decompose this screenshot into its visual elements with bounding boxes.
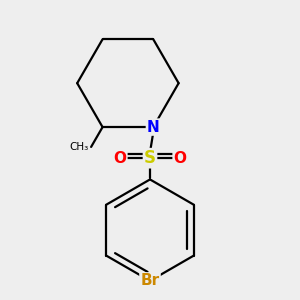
Text: O: O (113, 151, 126, 166)
Text: O: O (174, 151, 187, 166)
Text: CH₃: CH₃ (69, 142, 88, 152)
Text: N: N (147, 120, 160, 135)
Text: Br: Br (140, 273, 160, 288)
Text: S: S (144, 149, 156, 167)
